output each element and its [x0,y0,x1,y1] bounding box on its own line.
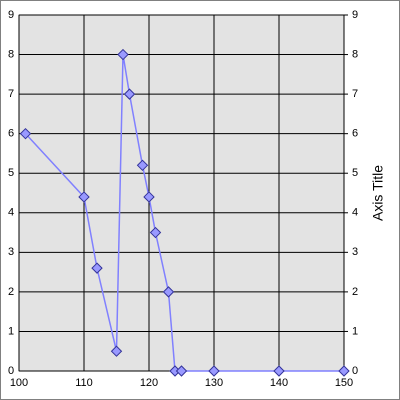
x-tick-label: 120 [140,377,158,389]
y-tick-label: 3 [8,246,14,258]
x-tick-label: 150 [335,377,353,389]
data-point [162,286,175,298]
data-point [273,365,285,377]
plot-area [18,14,345,372]
y2-tick-label: 9 [352,9,358,21]
y-tick-label: 2 [8,286,14,298]
y-tick-label: 0 [8,365,14,377]
y-tick-label: 6 [8,128,14,140]
y-tick-label: 7 [8,88,14,100]
y2-tick-label: 5 [352,167,358,179]
data-point [110,345,123,357]
data-point [143,191,155,203]
data-point [117,48,129,61]
x-tick-label: 110 [75,377,93,389]
y2-tick-label: 3 [352,246,358,258]
data-point [78,191,90,203]
y2-tick-label: 7 [352,88,358,100]
x-tick-label: 100 [10,377,28,389]
y-tick-label: 5 [8,167,14,179]
data-point [149,226,162,239]
y2-tick-label: 0 [352,365,358,377]
data-point [175,365,188,377]
y2-tick-label: 6 [352,128,358,140]
y-tick-label: 9 [8,9,14,21]
y-tick-label: 1 [8,325,14,337]
y2-tick-label: 8 [352,48,358,60]
data-point [338,365,350,377]
y2-axis-title: Axis Title [370,165,386,221]
y-tick-label: 8 [8,48,14,60]
data-point [91,262,103,274]
y2-tick-label: 1 [352,325,358,337]
y-tick-label: 4 [8,207,14,219]
x-tick-label: 140 [270,377,288,389]
data-point [136,159,149,172]
data-point [123,88,136,100]
y2-tick-label: 2 [352,286,358,298]
x-tick-label: 130 [205,377,223,389]
y2-tick-label: 4 [352,207,358,219]
data-point [208,365,220,377]
data-point [19,127,32,140]
